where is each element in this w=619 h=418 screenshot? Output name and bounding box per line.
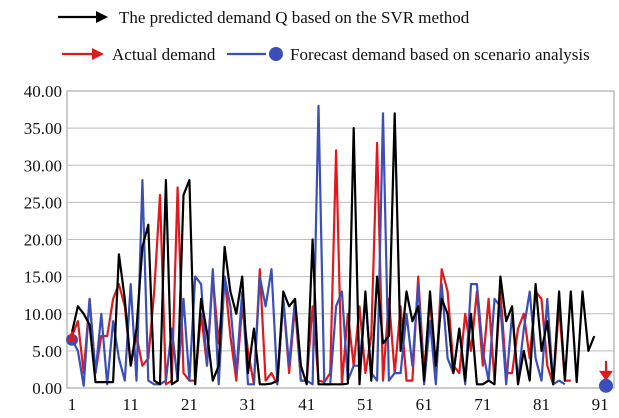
- legend: The predicted demand Q based on the SVR …: [58, 8, 590, 64]
- x-tick-label: 51: [357, 395, 374, 414]
- y-tick-label: 40.00: [24, 82, 62, 101]
- series-forecast-line: [71, 104, 566, 387]
- x-tick-label: 81: [533, 395, 550, 414]
- x-axis-ticks: 1 11 21 31 41 51 61 71 81 91: [68, 395, 609, 414]
- legend-marker-forecast: [269, 47, 283, 61]
- x-tick-label: 41: [298, 395, 315, 414]
- y-tick-label: 0.00: [32, 379, 62, 398]
- legend-entry-forecast: Forecast demand based on scenario analys…: [227, 45, 590, 64]
- x-tick-label: 31: [240, 395, 257, 414]
- y-tick-label: 25.00: [24, 193, 62, 212]
- end-marker-actual: [599, 370, 613, 381]
- x-tick-label: 71: [474, 395, 491, 414]
- y-tick-label: 10.00: [24, 305, 62, 324]
- x-tick-label: 1: [68, 395, 77, 414]
- legend-label-svr: The predicted demand Q based on the SVR …: [119, 8, 470, 27]
- x-tick-label: 91: [592, 395, 609, 414]
- y-tick-label: 5.00: [32, 342, 62, 361]
- y-axis-ticks: 0.00 5.00 10.00 15.00 20.00 25.00 30.00 35.00 40…: [24, 82, 62, 398]
- series-lines: [70, 104, 596, 387]
- y-tick-label: 30.00: [24, 156, 62, 175]
- end-markers: [66, 330, 613, 393]
- y-tick-label: 35.00: [24, 119, 62, 138]
- series-svr-line: [70, 112, 596, 386]
- grid: [67, 127, 614, 352]
- series-actual-line: [70, 141, 571, 386]
- legend-entry-actual: Actual demand: [62, 45, 216, 64]
- start-marker-actual: [67, 330, 77, 343]
- legend-entry-svr: The predicted demand Q based on the SVR …: [58, 8, 470, 27]
- y-tick-label: 20.00: [24, 231, 62, 250]
- end-marker-forecast: [599, 378, 613, 393]
- legend-arrow-svr: [96, 11, 108, 23]
- y-tick-label: 15.00: [24, 268, 62, 287]
- x-tick-label: 61: [416, 395, 433, 414]
- x-tick-label: 11: [122, 395, 138, 414]
- legend-label-actual: Actual demand: [112, 45, 216, 64]
- x-tick-label: 21: [181, 395, 198, 414]
- legend-arrow-actual: [92, 48, 104, 60]
- legend-label-forecast: Forecast demand based on scenario analys…: [290, 45, 590, 64]
